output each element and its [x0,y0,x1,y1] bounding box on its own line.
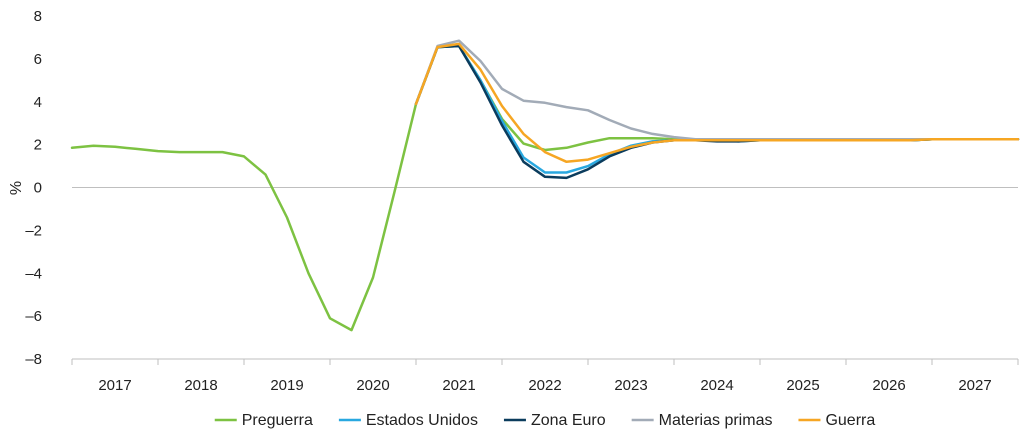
y-axis-label: % [8,181,25,195]
x-tick-label: 2019 [270,377,303,394]
y-axis: 8 6 4 2 0 –2 –4 –6 –8 [25,8,42,368]
legend: Preguerra Estados Unidos Zona Euro Materias… [214,412,875,429]
x-axis: 2017 2018 2019 2020 2021 2022 2023 2024 2025 2026… [71,358,1019,394]
y-tick-label: 6 [34,51,42,68]
x-tick-label: 2023 [614,377,647,394]
x-tick-label: 2017 [98,377,131,394]
y-tick-label: –6 [25,308,42,325]
series-line-estados-unidos [414,44,1020,174]
x-tick-label: 2022 [528,377,561,394]
legend-label-materias-primas: Materias primas [659,412,773,429]
x-tick-label: 2026 [872,377,905,394]
y-tick-label: 8 [34,8,42,25]
legend-label-estados-unidos: Estados Unidos [366,412,478,429]
x-tick-label: 2021 [442,377,475,394]
x-tick-label: 2025 [786,377,819,394]
series-layer [70,39,1020,332]
series-line-preguerra [70,44,1020,332]
x-tick-label: 2024 [700,377,733,394]
y-tick-label: –8 [25,351,42,368]
x-tick-label: 2020 [356,377,389,394]
y-tick-label: 2 [34,137,42,154]
x-tick-label: 2018 [184,377,217,394]
legend-label-zona-euro: Zona Euro [531,412,606,429]
y-tick-label: –2 [25,222,42,239]
y-tick-label: –4 [25,265,42,282]
legend-label-guerra: Guerra [825,412,875,429]
y-tick-label: 0 [34,180,42,197]
y-tick-label: 4 [34,94,42,111]
x-tick-label: 2027 [958,377,991,394]
series-line-guerra [414,42,1020,164]
legend-label-preguerra: Preguerra [242,412,313,429]
